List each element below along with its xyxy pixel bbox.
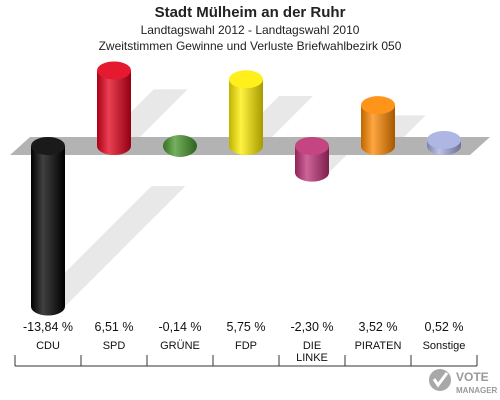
value-label: 5,75 % xyxy=(227,320,266,334)
value-label: -2,30 % xyxy=(290,320,333,334)
bar-cap xyxy=(229,70,263,89)
value-label: 6,51 % xyxy=(95,320,134,334)
bar-body xyxy=(295,146,329,182)
bar-piraten xyxy=(361,96,395,155)
vote-manager-logo: VOTE MANAGER xyxy=(429,369,498,395)
bar-body xyxy=(229,79,263,155)
chart-description: Zweitstimmen Gewinne und Verluste Briefw… xyxy=(98,39,402,53)
value-label: -0,14 % xyxy=(158,320,201,334)
bar-die-linke xyxy=(295,137,329,182)
bars-layer xyxy=(31,61,461,316)
value-label: -13,84 % xyxy=(23,320,73,334)
bar-body xyxy=(361,105,395,155)
bar-body xyxy=(97,70,131,155)
bar-grüne xyxy=(163,135,197,157)
logo-line1: VOTE xyxy=(456,370,489,384)
bar-cdu xyxy=(31,137,65,316)
bar-body xyxy=(31,146,65,316)
bar-cap xyxy=(361,96,395,115)
bar-disc xyxy=(163,135,197,157)
chart-subtitle: Landtagswahl 2012 - Landtagswahl 2010 xyxy=(140,23,360,37)
bar-cap xyxy=(97,61,131,80)
value-labels-layer: -13,84 % 6,51 % -0,14 % 5,75 % -2,30 % 3,52 %… xyxy=(23,320,463,334)
category-label: PIRATEN xyxy=(355,340,402,352)
category-label: FDP xyxy=(235,340,257,352)
category-label: GRÜNE xyxy=(160,340,200,352)
chart-title: Stadt Mülheim an der Ruhr xyxy=(154,4,346,21)
value-label: 0,52 % xyxy=(425,320,464,334)
category-label: CDU xyxy=(36,340,60,352)
category-label: SPD xyxy=(103,340,126,352)
value-label: 3,52 % xyxy=(359,320,398,334)
category-label: LINKE xyxy=(296,352,328,364)
bar-fdp xyxy=(229,70,263,155)
logo-line2: MANAGER xyxy=(456,386,498,395)
bar-cap xyxy=(31,137,65,155)
bar-cap xyxy=(427,130,461,149)
bar-shadow xyxy=(31,186,186,307)
bar-sonstige xyxy=(427,130,461,155)
logo-mark-icon xyxy=(429,369,451,391)
category-label: DIE xyxy=(303,340,321,352)
category-label: Sonstige xyxy=(423,340,466,352)
bar-spd xyxy=(97,61,131,155)
bar-cap xyxy=(295,137,329,155)
